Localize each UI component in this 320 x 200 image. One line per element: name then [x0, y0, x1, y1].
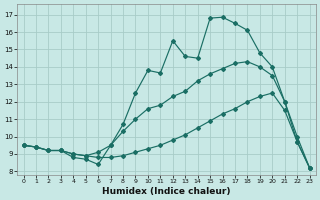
X-axis label: Humidex (Indice chaleur): Humidex (Indice chaleur)	[102, 187, 231, 196]
